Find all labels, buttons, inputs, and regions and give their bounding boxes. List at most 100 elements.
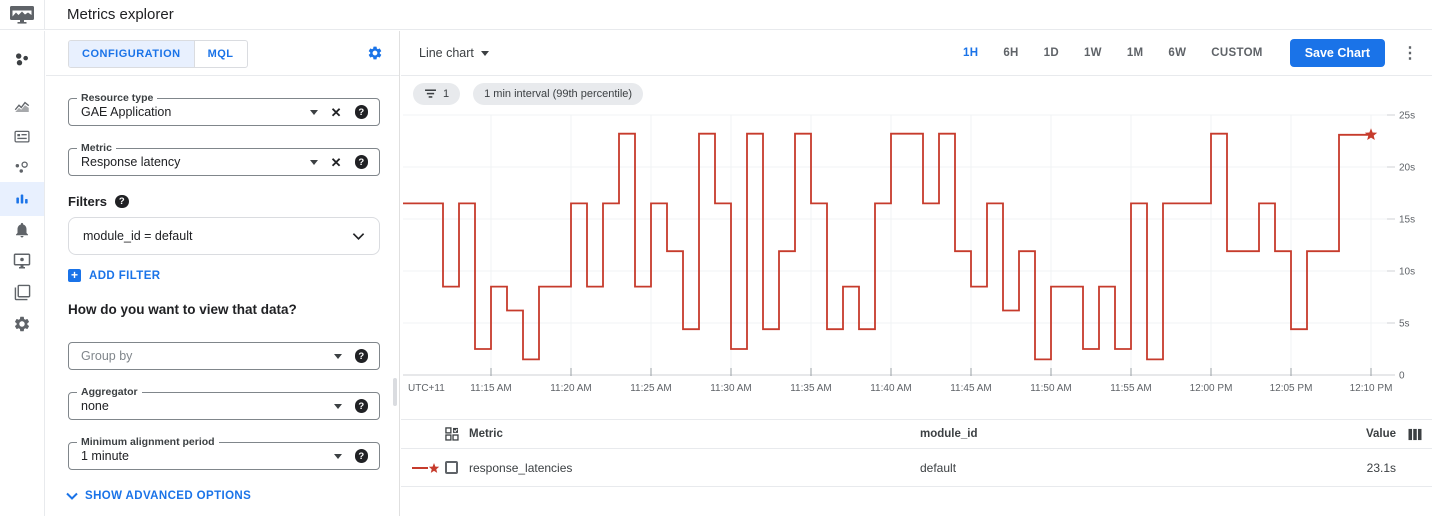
sidebar-item-uptime-checks[interactable] (0, 246, 44, 276)
column-header-metric[interactable]: Metric (469, 428, 503, 440)
filter-count-chip[interactable]: 1 (413, 83, 461, 105)
svg-text:11:35 AM: 11:35 AM (790, 383, 832, 394)
filters-section-label: Filters ? (68, 194, 129, 209)
help-icon[interactable]: ? (354, 349, 368, 363)
sidebar-item-dashboards[interactable] (0, 91, 44, 121)
aggregator-field[interactable]: Aggregator none ? (68, 386, 380, 420)
row-metric-name: response_latencies (469, 460, 573, 475)
config-scrollbar[interactable] (393, 378, 397, 406)
column-header-value[interactable]: Value (1365, 428, 1396, 440)
svg-text:0: 0 (1399, 371, 1405, 382)
filter-list-icon (425, 89, 436, 98)
help-icon[interactable]: ? (354, 399, 368, 413)
grid-select-icon[interactable] (445, 427, 459, 441)
config-panel: CONFIGURATION MQL Resource type GAE Appl… (46, 31, 400, 516)
metric-value: Response latency (81, 155, 181, 169)
advanced-options-label: SHOW ADVANCED OPTIONS (85, 490, 252, 502)
sidebar (0, 31, 45, 516)
add-box-icon: + (68, 269, 81, 282)
dropdown-caret-icon[interactable] (309, 159, 318, 165)
range-1m[interactable]: 1M (1126, 47, 1144, 59)
series-end-star-icon (1364, 128, 1378, 140)
chart-panel: Line chart 1H 6H 1D 1W 1M 6W CUSTOM Save Chart… (401, 31, 1432, 516)
view-columns-icon[interactable] (1408, 428, 1422, 441)
page-title: Metrics explorer (67, 6, 174, 23)
chart-type-dropdown[interactable]: Line chart (419, 46, 489, 60)
bell-icon (16, 222, 28, 238)
range-1d[interactable]: 1D (1043, 47, 1059, 59)
help-icon[interactable]: ? (354, 105, 368, 119)
monitoring-logo-box (0, 0, 45, 30)
add-filter-label: ADD FILTER (89, 269, 161, 282)
row-checkbox[interactable] (445, 461, 458, 474)
dropdown-caret-icon[interactable] (309, 109, 318, 115)
min-alignment-value: 1 minute (81, 449, 129, 463)
latency-line-chart[interactable]: 25s 20s 15s 10s 5s 0 11:15 AM 11:20 AM 11:25 AM 1… (401, 101, 1432, 397)
dropdown-caret-icon[interactable] (333, 353, 342, 359)
save-chart-button[interactable]: Save Chart (1289, 39, 1385, 67)
resource-type-value: GAE Application (81, 105, 172, 119)
sidebar-item-service-monitoring[interactable] (0, 153, 44, 183)
svg-text:15s: 15s (1399, 215, 1415, 226)
resource-type-field[interactable]: Resource type GAE Application ✕ ? (68, 92, 380, 126)
svg-text:12:05 PM: 12:05 PM (1270, 383, 1313, 394)
more-options-icon[interactable]: ⋮ (1402, 45, 1418, 62)
row-module-id: default (920, 460, 957, 475)
sidebar-item-overview[interactable] (0, 45, 44, 75)
metric-field[interactable]: Metric Response latency ✕ ? (68, 142, 380, 176)
filter-count: 1 (443, 88, 450, 100)
monitoring-logo-icon (10, 5, 34, 24)
metric-label: Metric (77, 142, 116, 154)
copy-icon (14, 284, 30, 300)
sidebar-item-alerting[interactable] (0, 215, 44, 245)
help-icon[interactable]: ? (354, 155, 368, 169)
svg-text:5s: 5s (1399, 319, 1410, 330)
range-6h[interactable]: 6H (1003, 47, 1019, 59)
sidebar-item-settings[interactable] (0, 309, 44, 339)
group-by-placeholder: Group by (81, 349, 133, 363)
config-tabs: CONFIGURATION MQL (68, 40, 248, 68)
chevron-down-icon (352, 232, 365, 240)
range-1h[interactable]: 1H (963, 47, 979, 59)
clear-icon[interactable]: ✕ (330, 104, 342, 120)
add-filter-button[interactable]: + ADD FILTER (68, 269, 161, 282)
svg-text:11:55 AM: 11:55 AM (1110, 383, 1152, 394)
config-header: CONFIGURATION MQL (46, 31, 399, 76)
sidebar-item-services[interactable] (0, 122, 44, 152)
chart-type-label: Line chart (419, 46, 474, 60)
aggregator-value: none (81, 399, 109, 413)
range-1w[interactable]: 1W (1083, 47, 1102, 59)
dropdown-caret-icon[interactable] (333, 453, 342, 459)
series-legend-marker (412, 462, 440, 473)
svg-text:11:50 AM: 11:50 AM (1030, 383, 1072, 394)
range-custom[interactable]: CUSTOM (1211, 47, 1263, 59)
table-row[interactable]: response_latencies default 23.1s (401, 449, 1432, 487)
min-alignment-field[interactable]: Minimum alignment period 1 minute ? (68, 436, 380, 470)
tab-mql[interactable]: MQL (193, 41, 247, 67)
view-data-question: How do you want to view that data? (68, 302, 297, 317)
resource-type-label: Resource type (77, 92, 158, 104)
aggregator-label: Aggregator (77, 386, 142, 398)
monitor-icon (13, 253, 31, 269)
show-advanced-options-button[interactable]: SHOW ADVANCED OPTIONS (66, 490, 251, 502)
sidebar-item-groups[interactable] (0, 277, 44, 307)
chart-settings-gear-icon[interactable] (367, 45, 383, 61)
group-by-field[interactable]: Group by ? (68, 342, 380, 370)
help-icon[interactable]: ? (354, 449, 368, 463)
range-6w[interactable]: 6W (1168, 47, 1187, 59)
tab-configuration[interactable]: CONFIGURATION (69, 41, 194, 67)
help-icon[interactable]: ? (115, 194, 129, 209)
chart-chips: 1 1 min interval (99th percentile) (413, 83, 644, 105)
top-header: Metrics explorer (0, 0, 1432, 30)
svg-text:10s: 10s (1399, 267, 1415, 278)
clear-icon[interactable]: ✕ (330, 154, 342, 170)
filter-chip-row[interactable]: module_id = default (68, 217, 380, 255)
workspaces-icon (15, 52, 28, 65)
sidebar-item-metrics-explorer[interactable] (0, 182, 44, 216)
column-header-module-id[interactable]: module_id (920, 428, 978, 440)
svg-text:20s: 20s (1399, 163, 1415, 174)
interval-chip[interactable]: 1 min interval (99th percentile) (473, 83, 644, 105)
svg-text:25s: 25s (1399, 111, 1415, 122)
dropdown-caret-icon[interactable] (333, 403, 342, 409)
